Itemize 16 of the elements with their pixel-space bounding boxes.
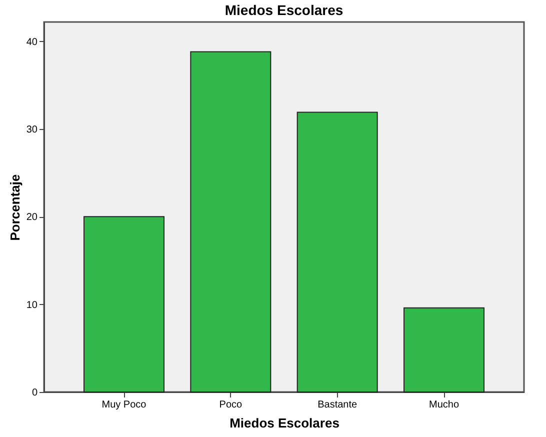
x-tick-label: Muy Poco bbox=[102, 400, 147, 410]
bar bbox=[190, 51, 272, 392]
y-tick-label: 40 bbox=[26, 36, 38, 48]
y-axis-title: Porcentaje bbox=[7, 174, 22, 241]
x-tick-label: Poco bbox=[219, 400, 242, 410]
x-tick-label: Bastante bbox=[318, 400, 358, 410]
y-tick-label: 20 bbox=[26, 212, 38, 224]
bar bbox=[84, 216, 164, 392]
y-tick-label: 30 bbox=[26, 124, 38, 136]
y-tick-label: 10 bbox=[26, 300, 38, 311]
bar bbox=[404, 307, 484, 392]
y-tick-label: 0 bbox=[32, 388, 38, 398]
x-axis-title: Miedos Escolares bbox=[230, 416, 340, 430]
bar bbox=[296, 112, 378, 392]
chart-title: Miedos Escolares bbox=[224, 2, 344, 18]
x-tick-label: Mucho bbox=[428, 400, 460, 410]
